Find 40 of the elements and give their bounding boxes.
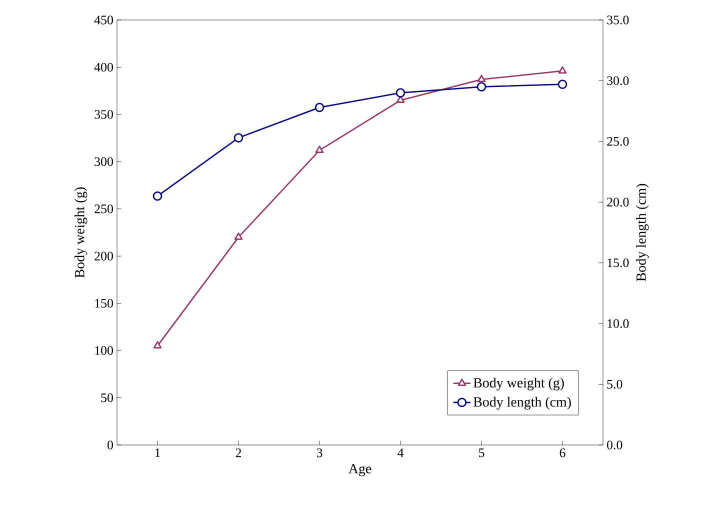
point bbox=[315, 146, 324, 154]
x-tick-label: 5 bbox=[479, 448, 484, 458]
x-tick-label: 3 bbox=[316, 448, 322, 458]
legend-label: Body length (cm) bbox=[474, 396, 571, 410]
y-tick-label: 250 bbox=[94, 204, 113, 214]
point bbox=[314, 102, 324, 112]
x-tick-label: 1 bbox=[155, 448, 160, 458]
y-tick-label: 150 bbox=[95, 298, 113, 308]
point bbox=[396, 88, 406, 98]
x-axis-title: Age bbox=[348, 464, 372, 476]
y-tick-label: 50 bbox=[101, 393, 113, 402]
y-tick-label: 0 bbox=[108, 440, 113, 450]
point bbox=[234, 232, 243, 240]
y-tick-label: 350 bbox=[94, 110, 113, 119]
y-tick-label: 450 bbox=[94, 16, 113, 24]
x-tick-label: 4 bbox=[398, 448, 404, 458]
x-tick-label: 6 bbox=[560, 448, 566, 458]
y-tick-label: 100 bbox=[95, 346, 113, 355]
y-tick-label: 400 bbox=[94, 62, 113, 72]
y-tick-label: 300 bbox=[94, 157, 113, 166]
x-tick-label: 2 bbox=[236, 448, 242, 458]
y2-tick-label: 15.0 bbox=[608, 258, 629, 268]
y2-tick-label: 10.0 bbox=[608, 319, 629, 328]
y2-tick-label: 25.0 bbox=[607, 137, 629, 146]
point bbox=[234, 133, 244, 142]
point bbox=[558, 80, 568, 90]
y-tick-label: 200 bbox=[94, 252, 113, 260]
legend-label: Body weight (g) bbox=[474, 378, 564, 390]
point bbox=[153, 341, 162, 349]
y2-tick-label: 0.0 bbox=[607, 440, 622, 450]
point bbox=[476, 82, 486, 92]
y2-tick-label: 20.0 bbox=[607, 198, 629, 207]
point bbox=[477, 74, 486, 82]
y2-tick-label: 30.0 bbox=[607, 76, 629, 86]
y2-tick-label: 35.0 bbox=[607, 16, 629, 24]
y2-axis-title: Body length (cm) bbox=[636, 184, 649, 282]
y-axis-title: Body weight (g) bbox=[74, 187, 88, 278]
point bbox=[152, 191, 162, 201]
y2-tick-label: 5.0 bbox=[607, 380, 622, 389]
point bbox=[558, 66, 567, 74]
